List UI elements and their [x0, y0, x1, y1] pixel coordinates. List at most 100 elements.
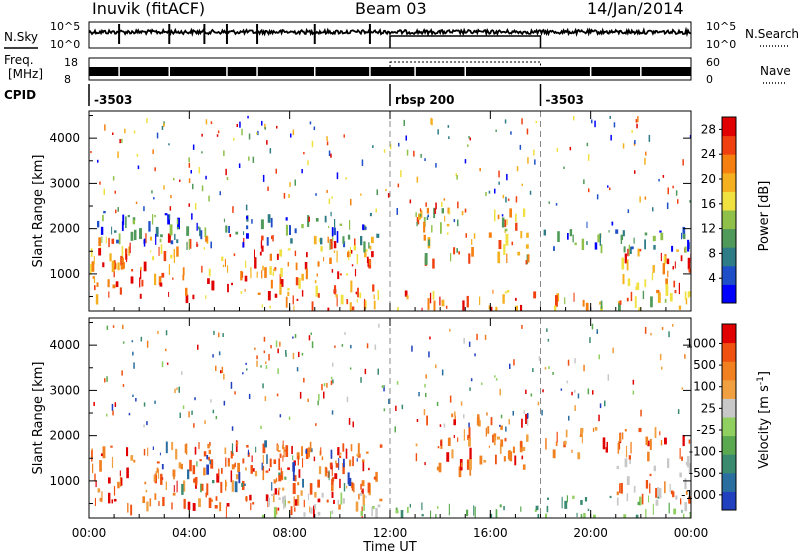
- echo-cell: [213, 330, 215, 335]
- echo-cell: [203, 247, 206, 250]
- echo-cell: [278, 474, 282, 482]
- echo-cell: [270, 345, 272, 349]
- echo-cell: [611, 221, 614, 226]
- echo-cell: [639, 496, 642, 506]
- echo-cell: [468, 427, 471, 439]
- echo-cell: [571, 449, 573, 453]
- echo-cell: [583, 179, 585, 185]
- colorbar-tick-label: -1000: [681, 488, 716, 502]
- echo-cell: [114, 402, 117, 407]
- echo-cell: [405, 135, 407, 141]
- colorbar-tick-label: 25: [701, 401, 716, 415]
- echo-cell: [655, 488, 658, 498]
- echo-cell: [371, 251, 374, 258]
- echo-cell: [161, 272, 165, 278]
- echo-cell: [331, 227, 334, 237]
- y-tick-label: 2000: [49, 429, 80, 443]
- echo-cell: [626, 493, 629, 502]
- colorbar-frame: [721, 116, 737, 304]
- echo-cell: [504, 119, 507, 124]
- echo-cell: [361, 159, 364, 166]
- echo-cell: [190, 170, 192, 174]
- echo-cell: [689, 200, 691, 203]
- velocity-colorbar-label-close: ]: [757, 371, 772, 376]
- echo-cell: [622, 143, 625, 149]
- echo-cell: [494, 188, 496, 194]
- echo-cell: [146, 340, 149, 348]
- echo-cell: [569, 146, 572, 151]
- echo-cell: [143, 238, 146, 247]
- echo-cell: [97, 159, 99, 163]
- echo-cell: [231, 480, 234, 492]
- echo-cell: [400, 510, 404, 518]
- echo-cell: [468, 136, 470, 139]
- echo-cell: [645, 436, 649, 446]
- echo-cell: [160, 234, 163, 238]
- echo-cell: [292, 129, 295, 136]
- power-colorbar-label: Power [dB]: [757, 181, 772, 252]
- echo-cell: [208, 449, 211, 455]
- echo-cell: [326, 141, 329, 146]
- echo-cell: [364, 226, 367, 230]
- echo-cell: [255, 446, 257, 453]
- echo-cell: [267, 291, 271, 301]
- echo-cell: [296, 495, 300, 506]
- echo-cell: [308, 335, 311, 341]
- echo-cell: [607, 185, 609, 188]
- echo-cell: [351, 306, 355, 311]
- echo-cell: [310, 507, 313, 514]
- echo-cell: [224, 259, 226, 267]
- echo-cell: [201, 133, 203, 137]
- echo-cell: [495, 129, 497, 132]
- echo-cell: [102, 446, 106, 459]
- echo-cell: [651, 272, 654, 281]
- echo-cell: [245, 362, 247, 365]
- echo-cell: [338, 458, 340, 470]
- echo-cell: [379, 444, 383, 448]
- echo-cell: [301, 169, 303, 174]
- echo-cell: [427, 239, 431, 246]
- echo-cell: [139, 293, 142, 299]
- echo-cell: [689, 513, 691, 518]
- echo-cell: [577, 452, 581, 460]
- echo-cell: [520, 440, 523, 448]
- y-tick-label: 1000: [49, 267, 80, 281]
- noise-tick-top-right: 10^5: [706, 20, 736, 33]
- freq-panel: Freq. [MHz] 18 8 60 0 Nave: [4, 53, 791, 86]
- echo-cell: [533, 291, 537, 299]
- echo-cell: [235, 231, 239, 235]
- echo-cell: [622, 274, 625, 285]
- echo-cell: [111, 403, 114, 411]
- echo-cell: [305, 449, 308, 454]
- echo-cell: [119, 476, 122, 487]
- echo-cell: [431, 118, 433, 126]
- echo-cell: [504, 437, 507, 442]
- echo-cell: [446, 232, 449, 235]
- echo-cell: [192, 503, 196, 511]
- echo-cell: [315, 285, 318, 297]
- echo-cell: [490, 417, 493, 426]
- echo-cell: [317, 498, 321, 503]
- power-y-axis: 1000 2000 3000 4000: [49, 115, 691, 298]
- echo-cell: [301, 352, 304, 356]
- echo-cell: [156, 132, 159, 139]
- echo-cell: [334, 219, 336, 228]
- echo-cell: [498, 170, 500, 178]
- echo-cell: [566, 495, 568, 503]
- echo-cell: [174, 388, 176, 394]
- echo-cell: [681, 456, 683, 461]
- echo-cell: [99, 460, 102, 472]
- power-echoes: [90, 111, 691, 311]
- echo-cell: [305, 448, 309, 459]
- echo-cell: [632, 379, 635, 385]
- echo-cell: [328, 225, 330, 229]
- echo-cell: [479, 455, 483, 465]
- echo-cell: [648, 134, 651, 142]
- echo-cell: [326, 499, 329, 503]
- echo-cell: [367, 482, 371, 493]
- echo-cell: [495, 454, 497, 465]
- colorbar-tick-label: 12: [701, 222, 716, 236]
- echo-cell: [450, 253, 452, 262]
- echo-cell: [193, 423, 195, 428]
- echo-cell: [582, 299, 585, 307]
